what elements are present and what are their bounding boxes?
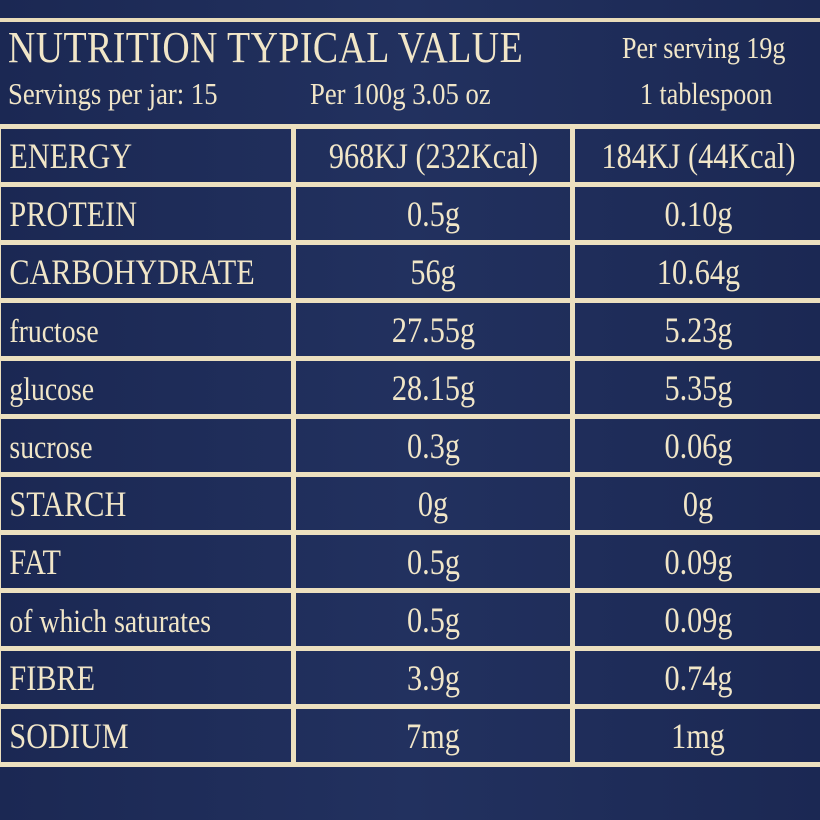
nutrient-name: fructose [9,313,99,350]
table-cell: STARCH [0,472,296,535]
table-cell: 968KJ (232Kcal) [291,124,575,187]
table-cell: sucrose [0,414,296,477]
table-cell: 27.55g [291,298,575,361]
nutrient-name: FAT [9,541,61,582]
table-cell: 0.5g [291,588,575,651]
table-cell: 1mg [570,704,820,767]
table-row: of which saturates 0.5g 0.09g [0,588,820,651]
nutrient-value: 0.5g [406,541,460,582]
table-cell: fructose [0,298,296,361]
nutrient-value: 0.06g [663,425,733,466]
table-cell: 0.10g [570,182,820,245]
nutrient-name: of which saturates [9,603,212,640]
table-cell: SODIUM [0,704,296,767]
table-cell: 0g [291,472,575,535]
nutrient-name: ENERGY [9,135,133,176]
border-line [0,18,820,22]
nutrient-name: STARCH [9,483,127,524]
column-header: Per 100g 3.05 oz [310,76,491,111]
nutrient-value: 0.10g [663,193,733,234]
nutrient-value: 5.35g [663,367,733,408]
table-cell: 10.64g [570,240,820,303]
nutrient-value: 0.74g [663,657,733,698]
serving-size: 1 tablespoon [640,76,773,111]
servings-per-jar: Servings per jar: 15 [8,76,218,111]
table-cell: FAT [0,530,296,593]
table-cell: CARBOHYDRATE [0,240,296,303]
table-row: CARBOHYDRATE 56g 10.64g [0,240,820,303]
nutrient-value: 0.09g [663,599,733,640]
nutrient-value: 0.09g [663,541,733,582]
table-cell: 5.23g [570,298,820,361]
table-cell: 184KJ (44Kcal) [570,124,820,187]
table-cell: 0g [570,472,820,535]
table-cell: 5.35g [570,356,820,419]
table-row: FAT 0.5g 0.09g [0,530,820,593]
nutrient-name: PROTEIN [9,193,138,234]
nutrient-value: 0.5g [406,599,460,640]
nutrition-table: ENERGY 968KJ (232Kcal) 184KJ (44Kcal) PROTE… [0,124,820,767]
nutrient-value: 1mg [671,715,725,756]
table-cell: glucose [0,356,296,419]
table-cell: 56g [291,240,575,303]
nutrient-value: 27.55g [391,309,475,350]
nutrient-name: CARBOHYDRATE [9,251,255,292]
nutrient-value: 968KJ (232Kcal) [328,135,538,176]
nutrient-value: 184KJ (44Kcal) [600,135,795,176]
table-cell: ENERGY [0,124,296,187]
nutrient-value: 3.9g [406,657,460,698]
nutrient-name: sucrose [9,429,93,466]
nutrient-value: 0g [682,483,714,524]
table-cell: 0.09g [570,530,820,593]
table-cell: 3.9g [291,646,575,709]
table-row: ENERGY 968KJ (232Kcal) 184KJ (44Kcal) [0,124,820,187]
table-cell: 0.5g [291,182,575,245]
table-cell: of which saturates [0,588,296,651]
nutrient-value: 5.23g [663,309,733,350]
table-row: fructose 27.55g 5.23g [0,298,820,361]
nutrient-value: 0.5g [406,193,460,234]
nutrient-name: glucose [9,371,95,408]
table-row: STARCH 0g 0g [0,472,820,535]
table-cell: 28.15g [291,356,575,419]
nutrient-value: 10.64g [656,251,740,292]
table-cell: 0.5g [291,530,575,593]
title: NUTRITION TYPICAL VALUE [8,23,524,72]
table-cell: 7mg [291,704,575,767]
table-row: FIBRE 3.9g 0.74g [0,646,820,709]
nutrient-value: 28.15g [391,367,475,408]
table-cell: PROTEIN [0,182,296,245]
table-row: sucrose 0.3g 0.06g [0,414,820,477]
nutrient-value: 0.3g [406,425,460,466]
table-cell: 0.09g [570,588,820,651]
nutrient-name: SODIUM [9,715,129,756]
nutrient-name: FIBRE [9,657,96,698]
table-row: SODIUM 7mg 1mg [0,704,820,767]
nutrient-value: 7mg [406,715,460,756]
table-row: glucose 28.15g 5.35g [0,356,820,419]
table-cell: 0.3g [291,414,575,477]
table-cell: 0.74g [570,646,820,709]
table-cell: 0.06g [570,414,820,477]
table-cell: FIBRE [0,646,296,709]
nutrient-value: 56g [410,251,456,292]
table-row: PROTEIN 0.5g 0.10g [0,182,820,245]
nutrient-value: 0g [417,483,449,524]
column-header: Per serving 19g [622,30,786,65]
